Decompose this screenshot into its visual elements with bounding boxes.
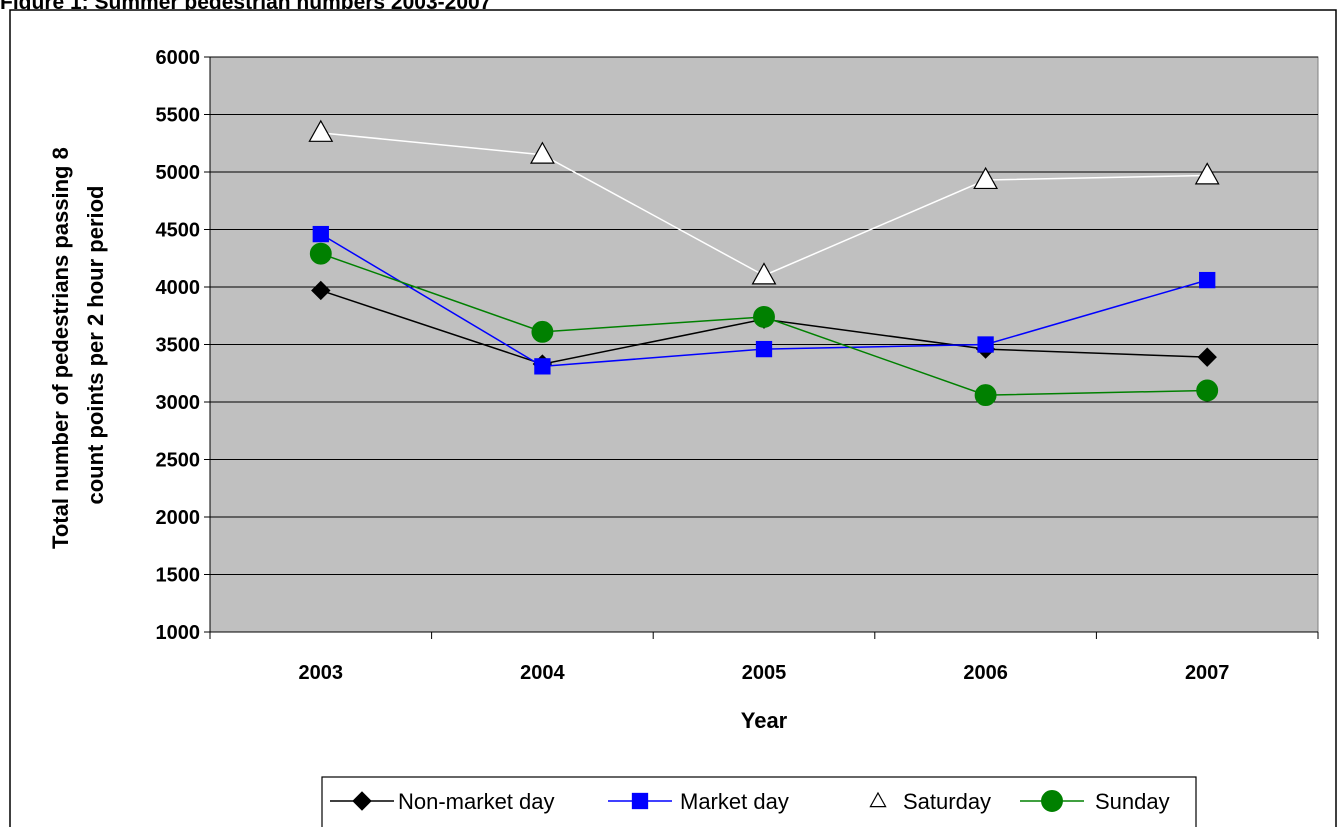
data-point — [531, 320, 554, 343]
legend-entry: Saturday — [846, 789, 991, 814]
legend-entry: Sunday — [1020, 789, 1170, 814]
series-market-day — [312, 225, 1216, 375]
series-group — [308, 119, 1220, 407]
legend-label: Non-market day — [398, 789, 555, 814]
y-tick-label: 6000 — [156, 47, 201, 69]
y-axis-title-line-1: Total number of pedestrians passing 8 — [48, 147, 73, 549]
data-point — [1197, 347, 1217, 367]
legend-label: Market day — [680, 789, 789, 814]
y-tick-label: 4500 — [156, 220, 201, 242]
data-point — [974, 384, 997, 407]
data-point — [534, 358, 551, 375]
y-axis-title-line-2: count points per 2 hour period — [83, 186, 108, 505]
legend: Non-market day Market day Saturday Sunday — [321, 776, 1197, 827]
data-point — [309, 242, 332, 265]
x-tick-label: 2003 — [299, 662, 344, 684]
series-saturday — [308, 119, 1220, 285]
data-point — [753, 305, 775, 328]
y-tick-label: 5000 — [156, 162, 201, 184]
y-tick-label: 3000 — [156, 392, 201, 414]
legend-entry: Non-market day — [330, 789, 555, 814]
x-tick-label: 2007 — [1185, 662, 1230, 684]
data-point — [751, 262, 777, 285]
y-axis-title: Total number of pedestrians passing 8 co… — [48, 141, 108, 549]
x-tick-label: 2006 — [963, 662, 1008, 684]
data-point — [755, 340, 773, 358]
y-tick-label: 3500 — [156, 335, 201, 357]
legend-marker — [631, 792, 649, 810]
y-tick-label: 2000 — [156, 507, 201, 529]
data-point — [308, 119, 334, 142]
data-point — [312, 225, 329, 243]
y-tick-label: 5500 — [156, 105, 201, 127]
legend-label: Sunday — [1095, 789, 1170, 814]
axes: 1000 1500 2000 2500 3000 3500 4000 4500 5000 5500… — [156, 47, 1319, 684]
data-point — [973, 166, 999, 190]
data-point — [1196, 379, 1219, 402]
data-point — [529, 141, 555, 164]
data-point — [977, 336, 994, 353]
x-tick-label: 2005 — [742, 662, 787, 684]
y-tick-label: 4000 — [156, 277, 201, 299]
gridlines — [210, 56, 1318, 575]
x-tick-label: 2004 — [520, 662, 565, 684]
legend-marker — [1041, 790, 1063, 812]
data-point — [1194, 162, 1220, 185]
x-axis-title: Year — [741, 708, 788, 733]
y-tick-label: 2500 — [156, 450, 201, 472]
legend-label: Saturday — [903, 789, 991, 814]
legend-marker — [869, 791, 887, 808]
y-tick-label: 1500 — [156, 565, 201, 587]
legend-marker — [352, 791, 372, 811]
legend-entry: Market day — [608, 789, 789, 814]
series-sunday — [309, 242, 1219, 407]
data-point — [311, 280, 331, 301]
y-tick-label: 1000 — [156, 622, 201, 644]
data-point — [1199, 271, 1216, 289]
